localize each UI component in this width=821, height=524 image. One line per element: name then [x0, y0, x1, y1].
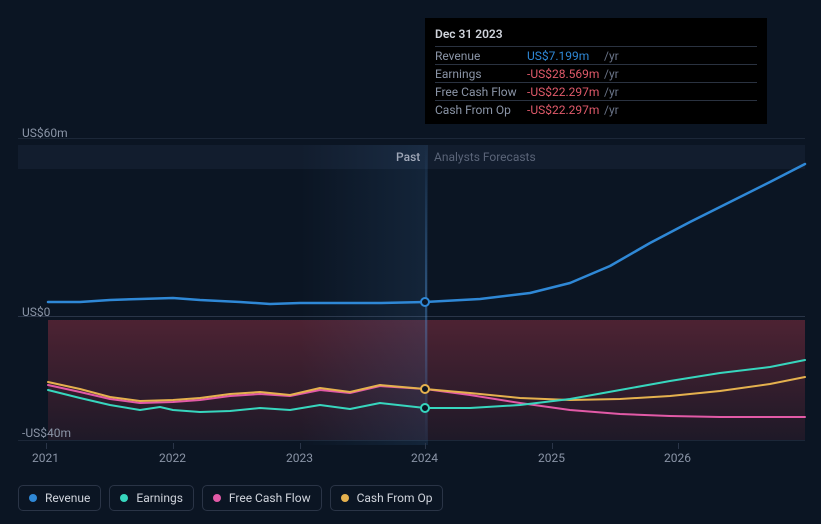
tooltip-value: -US$22.297m [527, 103, 602, 117]
tooltip-key: Revenue [435, 49, 527, 63]
tooltip-unit: /yr [604, 67, 619, 81]
tooltip-key: Earnings [435, 67, 527, 81]
legend-label: Cash From Op [357, 491, 433, 505]
legend-label: Revenue [45, 491, 90, 505]
x-tick [678, 443, 679, 449]
tooltip-key: Cash From Op [435, 103, 527, 117]
tooltip-row: RevenueUS$7.199m/yr [435, 46, 757, 64]
legend-item-earnings[interactable]: Earnings [109, 485, 194, 511]
x-axis-label: 2021 [32, 451, 59, 465]
legend-item-fcf[interactable]: Free Cash Flow [202, 485, 322, 511]
financials-chart: US$60m US$0 -US$40m Past Analysts Foreca… [0, 0, 821, 524]
marker-point-cfo [421, 385, 429, 393]
legend-dot-icon [29, 494, 37, 502]
x-axis-label: 2023 [286, 451, 313, 465]
x-axis-label: 2026 [664, 451, 691, 465]
marker-point-revenue [421, 298, 429, 306]
x-tick [46, 443, 47, 449]
legend-label: Earnings [136, 491, 183, 505]
x-tick [552, 443, 553, 449]
tooltip-unit: /yr [604, 103, 619, 117]
tooltip-unit: /yr [604, 85, 619, 99]
tooltip-row: Cash From Op-US$22.297m/yr [435, 100, 757, 118]
tooltip-value: US$7.199m [527, 49, 602, 63]
legend-item-revenue[interactable]: Revenue [18, 485, 101, 511]
legend-dot-icon [120, 494, 128, 502]
tooltip-date: Dec 31 2023 [435, 24, 757, 46]
x-axis-label: 2025 [538, 451, 565, 465]
marker-point-earnings [421, 404, 429, 412]
tooltip-key: Free Cash Flow [435, 85, 527, 99]
x-tick [300, 443, 301, 449]
x-tick [425, 443, 426, 449]
series-line-revenue [48, 164, 805, 304]
x-tick [173, 443, 174, 449]
tooltip-unit: /yr [604, 49, 619, 63]
tooltip-value: -US$22.297m [527, 85, 602, 99]
tooltip: Dec 31 2023 RevenueUS$7.199m/yrEarnings-… [425, 18, 767, 124]
tooltip-row: Free Cash Flow-US$22.297m/yr [435, 82, 757, 100]
x-axis-label: 2024 [411, 451, 438, 465]
tooltip-value: -US$28.569m [527, 67, 602, 81]
x-axis-label: 2022 [159, 451, 186, 465]
legend-dot-icon [213, 494, 221, 502]
tooltip-row: Earnings-US$28.569m/yr [435, 64, 757, 82]
legend-label: Free Cash Flow [229, 491, 311, 505]
legend: Revenue Earnings Free Cash Flow Cash From O… [18, 485, 443, 511]
legend-dot-icon [341, 494, 349, 502]
legend-item-cfo[interactable]: Cash From Op [330, 485, 444, 511]
